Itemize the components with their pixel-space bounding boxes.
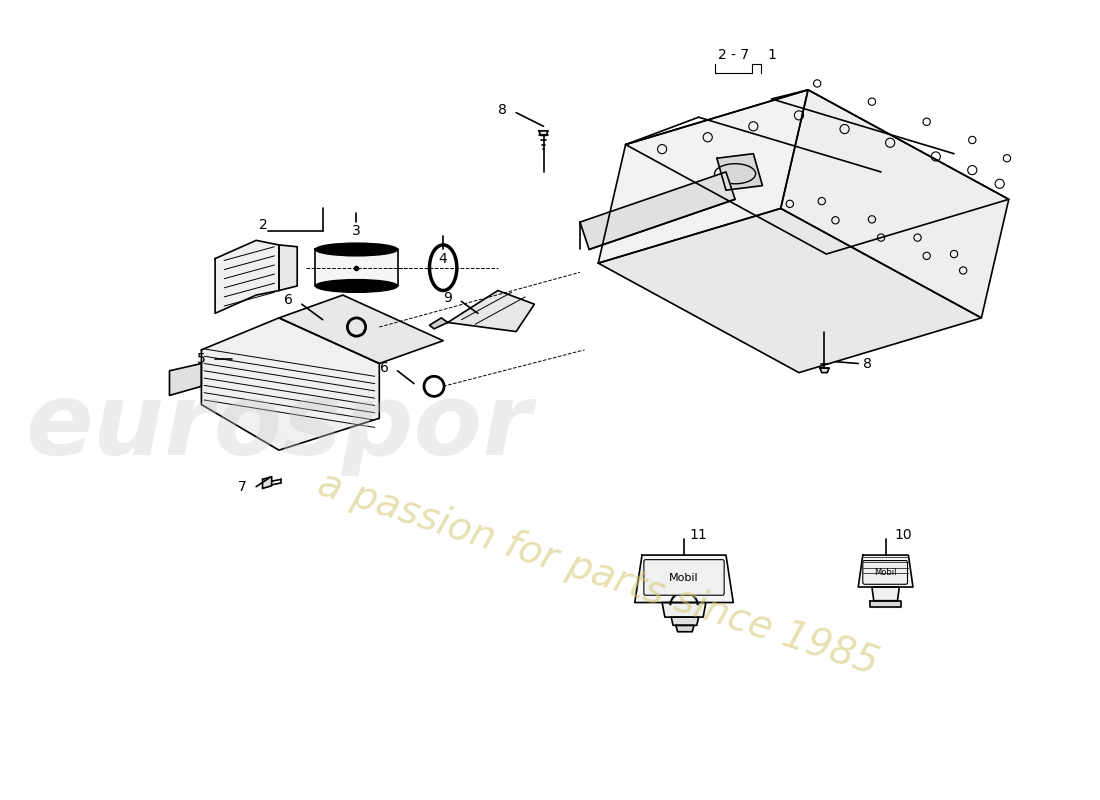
Text: 9: 9 (443, 291, 452, 305)
FancyBboxPatch shape (862, 561, 907, 584)
Polygon shape (316, 250, 397, 286)
Text: 1: 1 (767, 48, 775, 62)
Polygon shape (598, 209, 981, 373)
Polygon shape (626, 90, 1009, 254)
Polygon shape (820, 368, 829, 373)
Text: 4: 4 (439, 251, 448, 266)
Text: 8: 8 (862, 357, 871, 370)
Text: a passion for parts since 1985: a passion for parts since 1985 (314, 465, 883, 682)
Polygon shape (279, 295, 443, 363)
Text: 11: 11 (690, 528, 707, 542)
Text: 5: 5 (197, 352, 206, 366)
Ellipse shape (316, 279, 397, 292)
Polygon shape (675, 626, 694, 632)
Polygon shape (598, 90, 808, 263)
Polygon shape (539, 131, 548, 135)
Polygon shape (429, 318, 448, 329)
Text: 7: 7 (239, 480, 248, 494)
Text: 3: 3 (352, 224, 361, 238)
Polygon shape (169, 363, 201, 395)
Polygon shape (717, 154, 762, 190)
Polygon shape (263, 477, 272, 489)
Text: 6: 6 (379, 361, 388, 375)
Text: 10: 10 (894, 528, 912, 542)
Polygon shape (781, 90, 1009, 318)
Text: 2 - 7: 2 - 7 (717, 48, 749, 62)
FancyBboxPatch shape (644, 560, 724, 595)
Text: 6: 6 (284, 293, 293, 306)
Text: Mobil: Mobil (669, 573, 698, 583)
Polygon shape (671, 617, 698, 626)
Polygon shape (662, 602, 706, 617)
Text: 2: 2 (260, 218, 268, 232)
Polygon shape (872, 587, 900, 601)
Polygon shape (870, 601, 901, 607)
Polygon shape (279, 245, 297, 290)
Text: 8: 8 (498, 103, 507, 117)
Polygon shape (201, 318, 380, 450)
Polygon shape (448, 290, 535, 331)
Polygon shape (216, 240, 279, 314)
Polygon shape (635, 555, 734, 602)
Polygon shape (580, 172, 735, 250)
Text: eurospor: eurospor (25, 379, 532, 476)
Polygon shape (858, 555, 913, 587)
Text: Mobil: Mobil (874, 568, 896, 577)
Ellipse shape (316, 243, 397, 256)
